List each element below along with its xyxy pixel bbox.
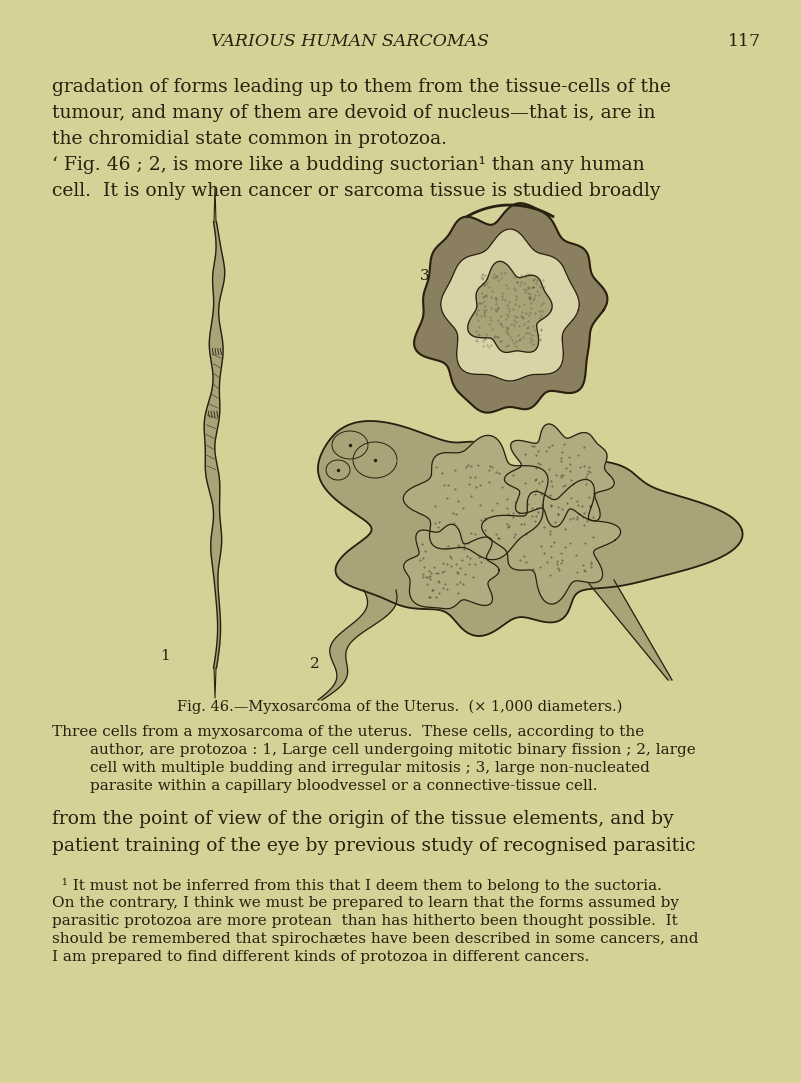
Text: ‘ Fig. 46 ; 2, is more like a budding suctorian¹ than any human: ‘ Fig. 46 ; 2, is more like a budding su… <box>52 156 645 174</box>
Polygon shape <box>326 460 350 480</box>
Text: Three cells from a myxosarcoma of the uterus.  These cells, according to the: Three cells from a myxosarcoma of the ut… <box>52 725 644 739</box>
Text: 117: 117 <box>728 34 762 51</box>
Polygon shape <box>414 204 607 413</box>
Text: VARIOUS HUMAN SARCOMAS: VARIOUS HUMAN SARCOMAS <box>211 34 489 51</box>
Polygon shape <box>404 524 499 609</box>
Text: the chromidial state common in protozoa.: the chromidial state common in protozoa. <box>52 130 447 148</box>
Text: gradation of forms leading up to them from the tissue-cells of the: gradation of forms leading up to them fr… <box>52 78 671 96</box>
Polygon shape <box>468 261 552 352</box>
Text: author, are protozoa : 1, Large cell undergoing mitotic binary fission ; 2, larg: author, are protozoa : 1, Large cell und… <box>90 743 696 757</box>
Text: from the point of view of the origin of the tissue elements, and by: from the point of view of the origin of … <box>52 810 674 828</box>
Text: tumour, and many of them are devoid of nucleus—that is, are in: tumour, and many of them are devoid of n… <box>52 104 655 122</box>
Text: cell.  It is only when cancer or sarcoma tissue is studied broadly: cell. It is only when cancer or sarcoma … <box>52 182 661 200</box>
Polygon shape <box>505 423 614 527</box>
Text: patient training of the eye by previous study of recognised parasitic: patient training of the eye by previous … <box>52 837 695 854</box>
Text: I am prepared to find different kinds of protozoa in different cancers.: I am prepared to find different kinds of… <box>52 950 590 964</box>
Text: On the contrary, I think we must be prepared to learn that the forms assumed by: On the contrary, I think we must be prep… <box>52 896 679 910</box>
Polygon shape <box>481 480 621 604</box>
Polygon shape <box>332 431 368 459</box>
Text: parasite within a capillary bloodvessel or a connective-tissue cell.: parasite within a capillary bloodvessel … <box>90 779 598 793</box>
Text: Fig. 46.—Myxosarcoma of the Uterus.  (× 1,000 diameters.): Fig. 46.—Myxosarcoma of the Uterus. (× 1… <box>177 700 622 715</box>
Text: cell with multiple budding and irregular mitosis ; 3, large non-nucleated: cell with multiple budding and irregular… <box>90 761 650 775</box>
Polygon shape <box>441 229 579 381</box>
Polygon shape <box>403 435 548 560</box>
Polygon shape <box>318 590 397 700</box>
Polygon shape <box>204 222 225 668</box>
Text: 1: 1 <box>160 649 170 663</box>
Polygon shape <box>353 442 397 478</box>
Polygon shape <box>586 580 672 680</box>
Text: parasitic protozoa are more protean  than has hitherto been thought possible.  I: parasitic protozoa are more protean than… <box>52 914 678 928</box>
Text: 3: 3 <box>420 269 429 283</box>
Polygon shape <box>318 421 743 636</box>
Text: ¹ It must not be inferred from this that I deem them to belong to the suctoria.: ¹ It must not be inferred from this that… <box>52 878 662 893</box>
Text: should be remembered that spirochætes have been described in some cancers, and: should be remembered that spirochætes ha… <box>52 932 698 945</box>
Text: 2: 2 <box>310 657 320 671</box>
